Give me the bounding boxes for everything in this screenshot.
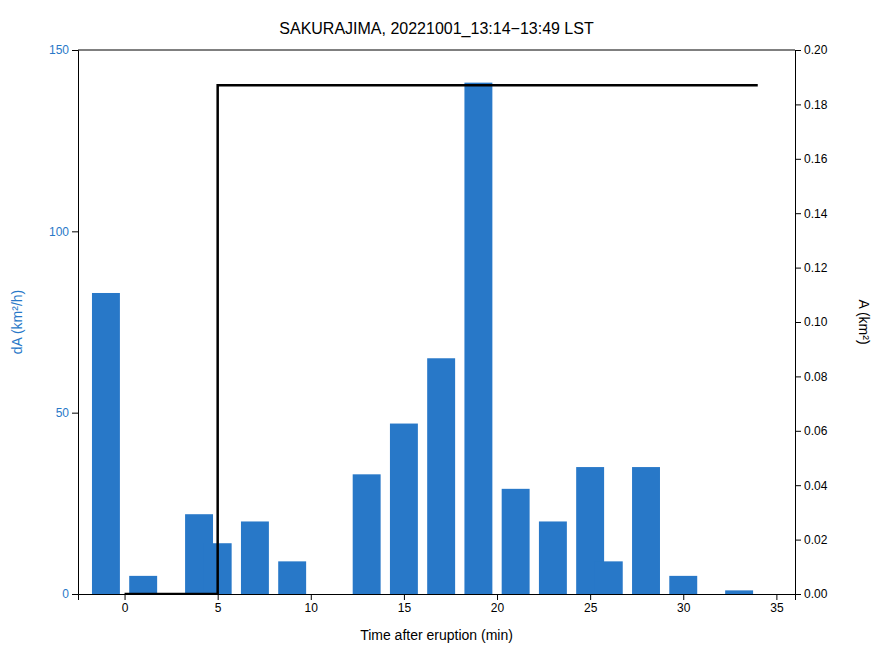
bar [278, 561, 306, 594]
y-axis-tick: 0 [62, 587, 78, 601]
y2-axis-tick-label: 0.20 [804, 43, 828, 57]
plot: 051015202530350501001500.000.020.040.060… [49, 43, 828, 614]
y2-axis-tick-mark [795, 431, 801, 432]
y2-axis-tick-mark [795, 540, 801, 541]
y2-axis-tick-mark [795, 268, 801, 269]
bar [725, 590, 753, 594]
y-axis-tick: 150 [49, 43, 78, 57]
y2-axis-tick: 0.04 [795, 479, 828, 493]
y2-axis-tick-mark [795, 104, 801, 105]
y2-axis-tick: 0.00 [795, 587, 828, 601]
y-axis-tick-mark [72, 413, 78, 414]
y2-axis-tick-label: 0.16 [804, 152, 828, 166]
x-axis-tick-mark [776, 594, 777, 600]
bar [92, 293, 120, 594]
y2-axis-tick-label: 0.10 [804, 315, 828, 329]
y2-axis-tick: 0.14 [795, 207, 828, 221]
y2-axis-tick-label: 0.14 [804, 207, 828, 221]
x-axis-title: Time after eruption (min) [360, 627, 513, 643]
bar [129, 576, 157, 594]
bar [539, 521, 567, 594]
y-axis-tick: 100 [49, 225, 78, 239]
bar [595, 561, 623, 594]
frame-top [78, 50, 795, 51]
y2-axis-tick-label: 0.02 [804, 533, 828, 547]
bar [632, 467, 660, 594]
x-axis-tick-mark [218, 594, 219, 600]
x-axis-tick-label: 5 [215, 601, 222, 615]
x-axis-tick-label: 30 [677, 601, 691, 615]
x-axis-tick: 10 [305, 594, 319, 615]
y2-axis-tick-mark [795, 485, 801, 486]
y-axis-tick-mark [72, 50, 78, 51]
y-axis-tick-label: 0 [62, 587, 69, 601]
x-axis-tick-label: 35 [770, 601, 784, 615]
x-axis: 0 5 10 15 20 25 30 35 [79, 594, 796, 615]
y2-axis-tick: 0.02 [795, 533, 828, 547]
x-axis-tick-mark [125, 594, 126, 600]
x-axis-tick: 5 [215, 594, 222, 615]
x-axis-tick-label: 20 [491, 601, 505, 615]
y2-axis-tick-label: 0.12 [804, 261, 828, 275]
x-axis-tick-label: 25 [584, 601, 598, 615]
y2-axis-line [796, 51, 802, 595]
x-axis-tick: 15 [398, 594, 412, 615]
bar [353, 474, 381, 594]
y2-axis-tick-mark [795, 376, 801, 377]
x-axis-tick: 0 [122, 594, 129, 615]
y-axis-title: dA (km²/h) [9, 290, 25, 355]
title: SAKURAJIMA, 20221001_13:14−13:49 LST [279, 20, 594, 38]
x-axis-tick: 30 [677, 594, 691, 615]
chart: 051015202530350501001500.000.020.040.060… [0, 0, 875, 656]
y2-axis-tick: 0.20 [795, 43, 828, 57]
bars [92, 83, 753, 594]
x-axis-tick: 25 [584, 594, 598, 615]
x-axis-line [79, 595, 796, 601]
y2-axis-tick-label: 0.04 [804, 479, 828, 493]
x-axis-tick-mark [497, 594, 498, 600]
y2-axis: 0.00 0.02 0.04 0.06 0.08 0.10 0.12 0.14 0.16 0.18… [795, 43, 828, 601]
bar [427, 358, 455, 594]
y2-axis-tick: 0.12 [795, 261, 828, 275]
y-axis-tick: 50 [56, 406, 78, 420]
y-axis-tick-mark [72, 231, 78, 232]
bar [669, 576, 697, 594]
bar [502, 489, 530, 594]
y-axis-tick-label: 150 [49, 43, 69, 57]
y2-axis-tick-label: 0.08 [804, 370, 828, 384]
bar [241, 521, 269, 594]
y2-axis-tick: 0.16 [795, 152, 828, 166]
y-axis-line [72, 51, 79, 595]
bar [390, 424, 418, 594]
x-axis-tick-label: 0 [122, 601, 129, 615]
y2-axis-tick-mark [795, 159, 801, 160]
bar [464, 83, 492, 594]
y2-axis-tick-mark [795, 594, 801, 595]
y-axis-tick-label: 50 [56, 406, 70, 420]
y2-axis-title: A (km²) [856, 299, 872, 344]
x-axis-tick: 20 [491, 594, 505, 615]
marks [92, 83, 758, 594]
y2-axis-tick-label: 0.06 [804, 424, 828, 438]
x-axis-tick-mark [311, 594, 312, 600]
x-axis-tick-label: 15 [398, 601, 412, 615]
y-axis: 0 50 100 150 [49, 43, 79, 601]
y2-axis-tick-mark [795, 50, 801, 51]
y2-axis-tick-label: 0.18 [804, 98, 828, 112]
x-axis-tick-mark [683, 594, 684, 600]
y2-axis-tick: 0.06 [795, 424, 828, 438]
x-axis-tick: 35 [770, 594, 784, 615]
y2-axis-tick-mark [795, 322, 801, 323]
x-axis-tick-mark [590, 594, 591, 600]
x-axis-tick-mark [404, 594, 405, 600]
y2-axis-tick: 0.18 [795, 98, 828, 112]
y2-axis-tick: 0.08 [795, 370, 828, 384]
y2-axis-tick-label: 0.00 [804, 587, 828, 601]
x-axis-tick-label: 10 [305, 601, 319, 615]
y-axis-tick-mark [72, 594, 78, 595]
line [125, 85, 758, 594]
y2-axis-tick-mark [795, 213, 801, 214]
y-axis-tick-label: 100 [49, 225, 69, 239]
y2-axis-tick: 0.10 [795, 315, 828, 329]
